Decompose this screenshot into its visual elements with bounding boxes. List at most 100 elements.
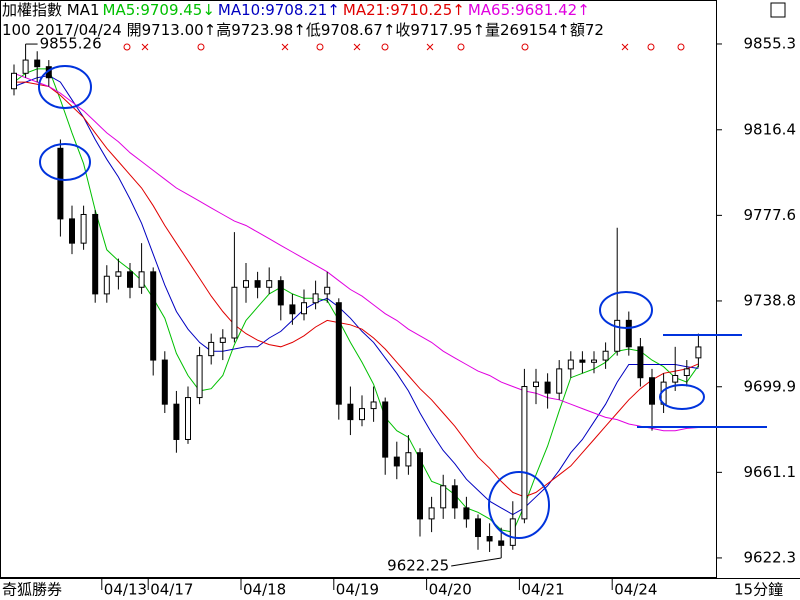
candle-body [382,401,389,458]
plot-frame [0,0,717,578]
y-tick-label: 9699.9 [744,377,797,395]
candle-body [11,72,17,90]
candle-body [579,359,586,363]
signal-cross [426,43,434,51]
x-tick-label: 04/13 [104,581,147,599]
annotation-leader [451,557,502,567]
candle-body [103,275,110,295]
y-tick-label: 9622.3 [744,548,797,566]
highlight-ellipse [659,384,705,410]
candle-body [695,346,702,359]
legend-entry: MA65:9681.42↑ [467,1,590,19]
scroll-box[interactable] [770,2,786,18]
candle-body [498,540,505,546]
candle-body [428,507,435,520]
candle-body [440,485,447,509]
candle-body [625,319,632,348]
candle-body [69,218,75,244]
candle-body [451,485,458,509]
signal-circle [677,43,685,51]
candle-body [324,286,331,295]
annotation-marks [38,65,767,539]
candle-body [649,377,655,405]
candle-body [556,368,563,394]
signal-cross [281,43,289,51]
candle-body [243,280,249,288]
candle-body [405,452,412,467]
source-label: 奇狐勝券 [2,581,62,599]
highlight-ellipse [599,291,653,329]
legend-entry: MA21:9710.25↑ [342,1,465,19]
y-tick-label: 9661.1 [744,463,797,481]
x-tick-label: 04/19 [336,581,379,599]
candle-body [591,359,597,363]
x-tick-label: 04/20 [429,581,472,599]
candle-body [521,386,528,520]
x-tick-label: 04/18 [243,581,286,599]
signal-circle [123,43,131,51]
candle-body [127,271,133,288]
y-tick-label: 9738.8 [744,291,797,309]
candle-body [231,286,238,339]
signal-circle [457,43,465,51]
candle-body [150,271,157,361]
candle-body [486,536,493,542]
x-tick-label: 04/21 [521,581,564,599]
signal-cross [141,43,149,51]
highlight-ellipse [38,65,92,109]
legend-entry: 加權指數 MA1 [2,1,100,19]
candle-body [266,280,273,288]
ma-line [13,72,699,432]
y-tick-label: 9777.6 [744,206,797,224]
candle-body [312,293,319,304]
low-annotation: 9622.25 [387,557,449,575]
signal-circle [647,43,655,51]
candle-body [602,350,609,361]
y-tick-label: 9855.3 [744,34,797,52]
candle-body [277,280,284,306]
signal-cross [353,43,361,51]
candle-body [173,403,180,440]
candle-body [370,401,377,410]
candle-body [161,359,168,405]
candle-body [614,319,621,352]
signal-circle [521,43,529,51]
x-tick-label: 04/24 [614,581,657,599]
interval-label: 15分鐘 [734,581,783,599]
candle-body [185,397,191,440]
candle-body [92,213,99,295]
candle-body [533,381,539,388]
candle-body [196,355,203,399]
ma-legend: 加權指數 MA1 MA5:9709.45↓ MA10:9708.21↑ MA21:97… [2,0,714,20]
signal-circle [316,43,324,51]
high-annotation: 9855.26 [40,35,102,53]
candle-body [683,368,690,377]
candle-body [289,304,296,315]
candle-body [208,341,215,357]
candle-body [417,452,423,520]
candle-body [347,403,354,421]
ma-line [14,81,699,498]
info-line: 100 2017/04/24 開9713.00↑高9723.98↑低9708.6… [2,21,604,39]
candle-body [34,59,41,68]
candle-body [22,59,29,74]
plot-layers: 9855.3 9816.4 9777.6 9738.8 9699.9 9661.1 9622… [11,34,797,599]
candle-body [301,302,307,315]
signal-cross [621,43,629,51]
highlight-ellipse [488,471,550,539]
candle-body [637,346,644,379]
candle-body [544,381,551,394]
x-tick-label: 04/17 [150,581,193,599]
candle-body [335,302,342,405]
candle-body [509,518,516,546]
candle-body [393,456,400,467]
candle-body [80,213,87,244]
highlight-ellipse [39,143,91,181]
candle-body [359,408,365,421]
candle-body [57,147,64,220]
ma-line [13,68,699,533]
candle-body [138,271,145,288]
signal-circle [381,43,389,51]
signal-circle [197,43,205,51]
candle-body [463,507,470,520]
